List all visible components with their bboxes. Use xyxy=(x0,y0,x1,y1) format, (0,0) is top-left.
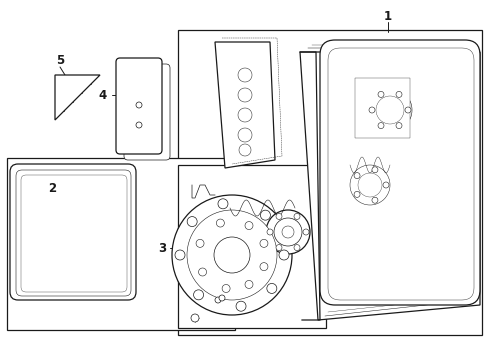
Circle shape xyxy=(293,213,299,219)
Circle shape xyxy=(239,144,250,156)
Circle shape xyxy=(219,295,224,301)
Circle shape xyxy=(172,195,291,315)
Circle shape xyxy=(375,96,403,124)
Circle shape xyxy=(222,284,230,292)
FancyBboxPatch shape xyxy=(327,48,473,300)
Text: 3: 3 xyxy=(158,242,166,255)
Circle shape xyxy=(136,122,142,128)
Circle shape xyxy=(279,250,288,260)
Circle shape xyxy=(260,239,267,247)
Circle shape xyxy=(377,123,383,129)
Circle shape xyxy=(404,107,410,113)
Circle shape xyxy=(377,91,383,98)
Circle shape xyxy=(244,280,252,288)
Circle shape xyxy=(238,88,251,102)
Polygon shape xyxy=(215,42,274,168)
Bar xyxy=(178,30,481,335)
FancyBboxPatch shape xyxy=(10,164,136,300)
Circle shape xyxy=(214,237,249,273)
Circle shape xyxy=(368,107,374,113)
Polygon shape xyxy=(299,52,479,320)
Circle shape xyxy=(196,239,203,247)
FancyBboxPatch shape xyxy=(16,170,131,296)
Circle shape xyxy=(187,217,197,226)
Circle shape xyxy=(186,210,276,300)
Circle shape xyxy=(191,314,199,322)
Circle shape xyxy=(238,68,251,82)
Circle shape xyxy=(216,219,224,227)
Text: 4: 4 xyxy=(99,89,107,102)
Circle shape xyxy=(353,172,359,179)
Bar xyxy=(178,165,325,328)
Circle shape xyxy=(303,229,308,235)
Circle shape xyxy=(395,123,401,129)
Circle shape xyxy=(215,297,221,303)
Circle shape xyxy=(349,165,389,205)
Circle shape xyxy=(193,290,203,300)
Circle shape xyxy=(275,244,282,251)
Circle shape xyxy=(266,283,276,293)
Circle shape xyxy=(198,268,206,276)
Circle shape xyxy=(136,102,142,108)
Circle shape xyxy=(238,128,251,142)
Polygon shape xyxy=(55,75,100,120)
Text: 2: 2 xyxy=(48,181,56,194)
Text: 1: 1 xyxy=(383,9,391,23)
Circle shape xyxy=(371,167,377,173)
Bar xyxy=(354,78,409,138)
Circle shape xyxy=(265,210,309,254)
Circle shape xyxy=(218,199,227,209)
Circle shape xyxy=(236,301,245,311)
Circle shape xyxy=(266,229,272,235)
Circle shape xyxy=(260,263,267,271)
Circle shape xyxy=(244,221,252,230)
Circle shape xyxy=(382,182,388,188)
FancyBboxPatch shape xyxy=(116,58,162,154)
FancyBboxPatch shape xyxy=(124,64,170,160)
Circle shape xyxy=(395,91,401,98)
Circle shape xyxy=(371,197,377,203)
FancyBboxPatch shape xyxy=(21,175,127,292)
Circle shape xyxy=(260,210,270,220)
FancyBboxPatch shape xyxy=(319,40,479,305)
Bar xyxy=(7,158,235,330)
Circle shape xyxy=(273,218,302,246)
Circle shape xyxy=(282,226,293,238)
Circle shape xyxy=(367,88,411,132)
Text: 5: 5 xyxy=(56,54,64,67)
Circle shape xyxy=(175,250,184,260)
Circle shape xyxy=(293,244,299,251)
Circle shape xyxy=(238,108,251,122)
Circle shape xyxy=(353,192,359,197)
Circle shape xyxy=(275,213,282,219)
Circle shape xyxy=(357,173,381,197)
